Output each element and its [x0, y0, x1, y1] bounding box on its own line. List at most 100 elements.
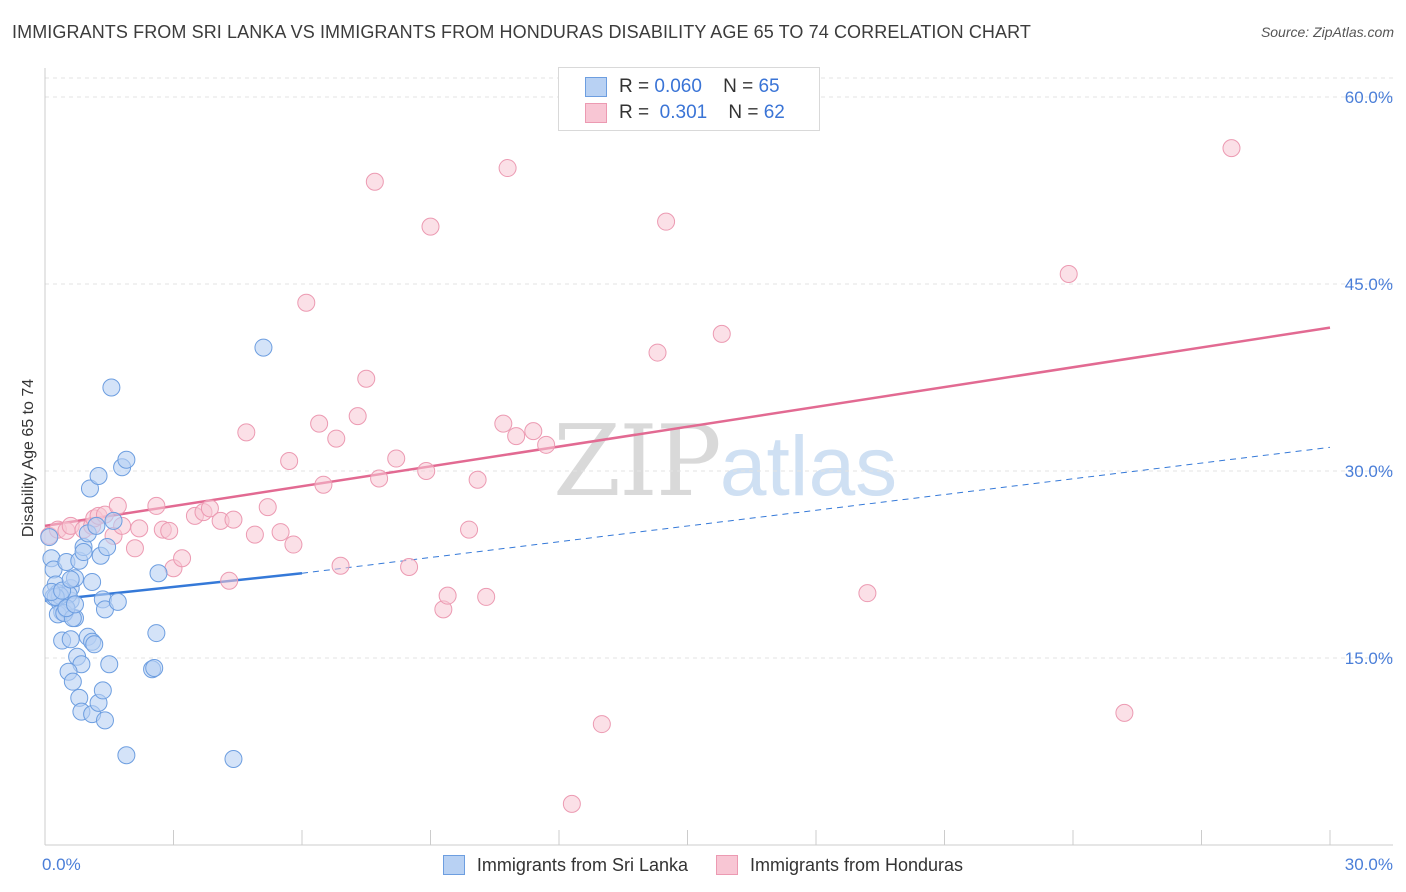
point-honduras [160, 521, 179, 540]
point-sri-lanka [74, 543, 93, 562]
legend-item-honduras[interactable]: Immigrants from Honduras [715, 854, 964, 876]
tick-labels: 15.0% 30.0% 45.0% 60.0% 0.0% 30.0% [42, 88, 1393, 874]
x-tick-label: 0.0% [42, 855, 81, 874]
legend-swatch-sri-lanka [585, 77, 607, 97]
point-honduras [1059, 265, 1078, 284]
source-credit: Source: ZipAtlas.com [1260, 24, 1394, 40]
point-honduras [297, 293, 316, 312]
point-honduras [365, 172, 384, 191]
watermark-atlas: atlas [719, 419, 898, 513]
point-sri-lanka [104, 511, 123, 530]
n-label: N = [728, 102, 759, 123]
point-sri-lanka [65, 595, 84, 614]
point-honduras [562, 794, 581, 813]
point-honduras [357, 369, 376, 388]
point-sri-lanka [89, 466, 108, 485]
point-honduras [494, 414, 513, 433]
series-legend: Immigrants from Sri Lanka Immigrants fro… [0, 852, 1406, 878]
point-honduras [327, 429, 346, 448]
point-honduras [1115, 703, 1134, 722]
point-honduras [417, 462, 436, 480]
axes [44, 68, 1393, 846]
n-value-sri-lanka: 65 [758, 76, 780, 97]
point-honduras [314, 475, 333, 494]
trend-sri-lanka-extension [301, 446, 1331, 574]
point-sri-lanka [147, 624, 166, 643]
watermark: ZIPatlas [553, 405, 897, 519]
point-sri-lanka [224, 749, 243, 768]
point-sri-lanka [149, 564, 168, 583]
point-sri-lanka [117, 450, 136, 469]
point-honduras [507, 427, 526, 446]
r-label: R = [619, 102, 650, 123]
point-honduras [592, 715, 611, 734]
data-points [40, 139, 1241, 813]
point-honduras [271, 523, 290, 542]
point-honduras [468, 470, 487, 489]
watermark-zip: ZIP [553, 405, 722, 519]
point-sri-lanka [93, 681, 112, 700]
point-honduras [498, 159, 517, 178]
point-honduras [858, 584, 877, 603]
point-honduras [108, 496, 127, 515]
trend-honduras [44, 326, 1331, 528]
trend-sri-lanka [44, 571, 303, 602]
point-honduras [224, 510, 243, 529]
y-tick-label: 15.0% [1345, 649, 1393, 668]
point-sri-lanka [100, 655, 119, 674]
legend-swatch-honduras [715, 855, 738, 875]
y-tick-label: 60.0% [1345, 88, 1393, 107]
legend-row-sri-lanka: R = 0.060 N = 65 [585, 74, 780, 100]
correlation-legend: R = 0.060 N = 65 R = 0.301 N = 62 [558, 67, 820, 131]
point-honduras [400, 557, 419, 576]
point-honduras [147, 496, 166, 515]
point-honduras [712, 324, 731, 343]
point-honduras [421, 217, 440, 236]
point-sri-lanka [83, 572, 102, 591]
point-honduras [348, 407, 367, 426]
point-sri-lanka [95, 711, 114, 730]
point-sri-lanka [117, 746, 136, 765]
r-value-honduras: 0.301 [659, 102, 708, 123]
point-honduras [173, 549, 192, 568]
point-honduras [280, 452, 299, 471]
legend-item-sri-lanka[interactable]: Immigrants from Sri Lanka [442, 855, 688, 876]
legend-row-honduras: R = 0.301 N = 62 [585, 100, 785, 126]
point-sri-lanka [80, 479, 99, 498]
point-sri-lanka [87, 516, 106, 535]
point-honduras [331, 556, 350, 575]
point-honduras [438, 586, 457, 605]
y-axis-label: Disability Age 65 to 74 [20, 379, 37, 537]
point-honduras [460, 520, 479, 539]
point-honduras [237, 423, 256, 442]
point-sri-lanka [145, 658, 164, 677]
point-sri-lanka [85, 635, 104, 654]
point-honduras [477, 587, 496, 606]
y-tick-label: 30.0% [1345, 462, 1393, 481]
point-honduras [1222, 139, 1241, 158]
point-honduras [657, 212, 676, 231]
trend-lines [44, 326, 1331, 602]
point-honduras [245, 525, 264, 544]
point-honduras [648, 343, 667, 362]
point-honduras [125, 539, 144, 558]
x-tick-label: 30.0% [1345, 855, 1393, 874]
point-honduras [310, 414, 329, 433]
point-honduras [387, 449, 406, 468]
point-sri-lanka [108, 592, 127, 611]
n-value-honduras: 62 [763, 102, 785, 123]
legend-swatch-sri-lanka [442, 855, 465, 875]
point-honduras [258, 498, 277, 517]
point-honduras [537, 435, 556, 454]
n-label: N = [723, 76, 754, 97]
legend-label-honduras: Immigrants from Honduras [749, 854, 964, 875]
point-honduras [200, 499, 219, 518]
r-value-sri-lanka: 0.060 [654, 76, 702, 97]
point-sri-lanka [102, 378, 121, 397]
y-tick-label: 45.0% [1345, 275, 1393, 294]
point-sri-lanka [40, 528, 59, 547]
point-sri-lanka [61, 570, 80, 589]
chart-title: IMMIGRANTS FROM SRI LANKA VS IMMIGRANTS … [12, 22, 1032, 42]
point-honduras [524, 422, 543, 441]
